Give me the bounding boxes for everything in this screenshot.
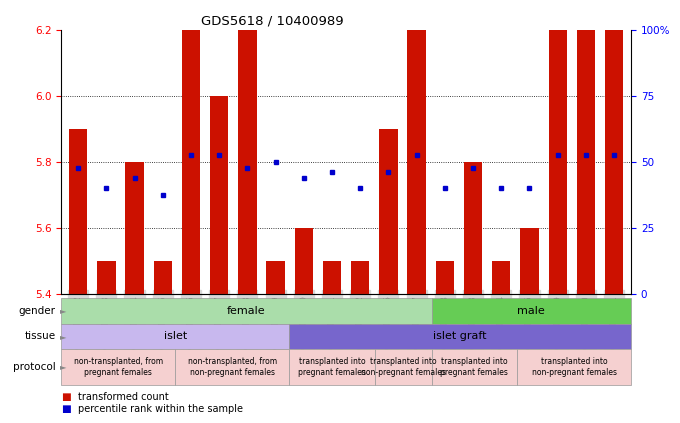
Text: transplanted into
pregnant females: transplanted into pregnant females <box>441 357 508 376</box>
Text: transplanted into
non-pregnant females: transplanted into non-pregnant females <box>360 357 445 376</box>
Bar <box>549 30 567 294</box>
Text: non-transplanted, from
non-pregnant females: non-transplanted, from non-pregnant fema… <box>188 357 277 376</box>
Bar <box>379 129 398 294</box>
Bar <box>97 261 116 294</box>
Text: protocol: protocol <box>13 362 56 372</box>
Text: transformed count: transformed count <box>78 392 169 401</box>
Text: percentile rank within the sample: percentile rank within the sample <box>78 404 243 414</box>
Bar <box>210 96 228 294</box>
Bar <box>432 298 631 324</box>
Bar <box>69 129 87 294</box>
Text: ►: ► <box>60 306 67 316</box>
Text: ►: ► <box>60 363 67 371</box>
Bar <box>238 30 256 294</box>
Bar <box>432 349 517 385</box>
Text: tissue: tissue <box>24 331 56 341</box>
Bar <box>267 261 285 294</box>
Text: ■: ■ <box>61 392 71 401</box>
Bar <box>289 349 375 385</box>
Text: gender: gender <box>19 306 56 316</box>
Bar <box>175 349 289 385</box>
Bar <box>61 349 175 385</box>
Text: non-transplanted, from
pregnant females: non-transplanted, from pregnant females <box>73 357 163 376</box>
Bar <box>289 324 631 349</box>
Text: transplanted into
non-pregnant females: transplanted into non-pregnant females <box>532 357 617 376</box>
Bar <box>492 261 511 294</box>
Text: islet: islet <box>164 331 187 341</box>
Bar <box>125 162 143 294</box>
Text: ■: ■ <box>61 404 71 414</box>
Bar <box>154 261 172 294</box>
Bar <box>520 228 539 294</box>
Bar <box>464 162 482 294</box>
Text: ►: ► <box>60 332 67 341</box>
Text: GDS5618 / 10400989: GDS5618 / 10400989 <box>201 15 343 28</box>
Bar <box>61 324 289 349</box>
Bar <box>407 30 426 294</box>
Bar <box>436 261 454 294</box>
Bar <box>294 228 313 294</box>
Bar <box>517 349 631 385</box>
Bar <box>375 349 432 385</box>
Bar <box>61 298 432 324</box>
Bar <box>182 30 200 294</box>
Text: transplanted into
pregnant females: transplanted into pregnant females <box>298 357 366 376</box>
Text: female: female <box>227 306 266 316</box>
Bar <box>323 261 341 294</box>
Bar <box>577 30 595 294</box>
Bar <box>605 30 624 294</box>
Text: islet graft: islet graft <box>433 331 487 341</box>
Bar <box>351 261 369 294</box>
Text: male: male <box>517 306 545 316</box>
